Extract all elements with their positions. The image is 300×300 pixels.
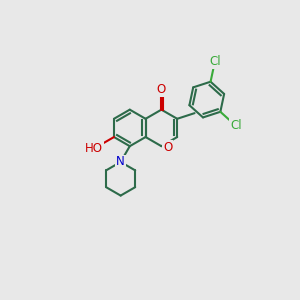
Text: N: N: [116, 155, 125, 169]
Text: O: O: [157, 83, 166, 96]
Text: Cl: Cl: [209, 55, 221, 68]
Text: O: O: [163, 141, 172, 154]
Text: HO: HO: [85, 142, 103, 155]
Text: Cl: Cl: [230, 119, 242, 132]
